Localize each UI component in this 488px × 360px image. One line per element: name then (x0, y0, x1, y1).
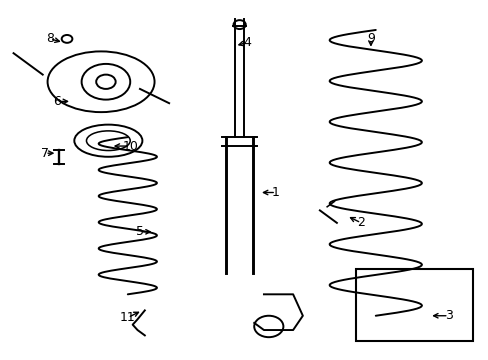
Text: 1: 1 (272, 186, 280, 199)
Text: 6: 6 (53, 95, 61, 108)
Text: 4: 4 (243, 36, 250, 49)
Text: 10: 10 (122, 140, 138, 153)
Text: 3: 3 (444, 309, 452, 322)
Text: 9: 9 (366, 32, 374, 45)
Text: 7: 7 (41, 147, 49, 160)
Text: 2: 2 (357, 216, 365, 229)
Text: 5: 5 (136, 225, 143, 238)
Text: 8: 8 (46, 32, 54, 45)
Bar (356, 269, 472, 341)
Text: 11: 11 (120, 311, 135, 324)
